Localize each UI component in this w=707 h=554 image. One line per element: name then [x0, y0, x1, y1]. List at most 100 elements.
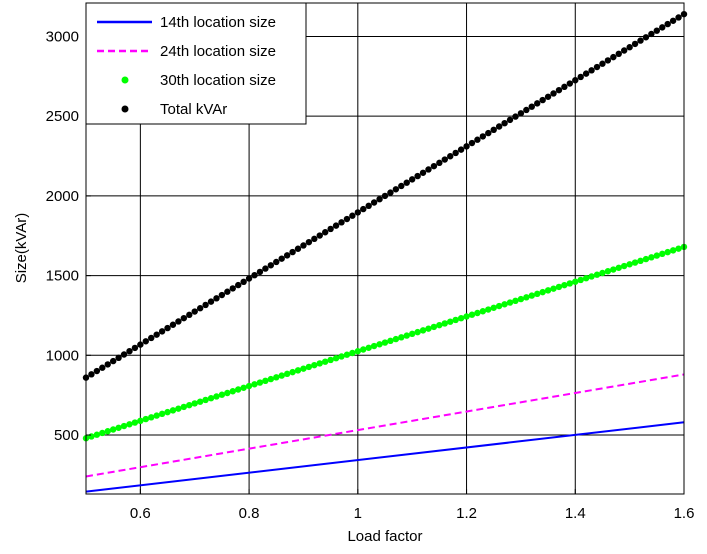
- data-point: [452, 316, 459, 324]
- data-point: [99, 429, 106, 437]
- data-point: [485, 129, 492, 137]
- data-point: [180, 403, 188, 411]
- data-point: [414, 328, 421, 336]
- x-tick-label: 0.6: [130, 505, 151, 522]
- y-axis-label: Size(kVAr): [13, 213, 30, 284]
- series-layer: [82, 10, 688, 493]
- data-point: [207, 395, 215, 402]
- y-tick-label: 2000: [46, 188, 79, 205]
- data-point: [631, 259, 639, 266]
- data-point: [120, 351, 128, 358]
- data-point: [615, 50, 622, 58]
- data-point: [88, 433, 95, 440]
- legend-dot-swatch: [121, 105, 129, 113]
- data-point: [637, 37, 644, 44]
- data-point: [322, 229, 329, 236]
- data-point: [365, 344, 372, 351]
- data-point: [365, 202, 372, 210]
- data-point: [109, 426, 117, 433]
- data-point: [256, 379, 264, 386]
- y-tick-label: 2500: [46, 108, 79, 125]
- data-point: [468, 311, 476, 318]
- legend-label: 24th location size: [160, 43, 276, 60]
- data-point: [305, 238, 313, 246]
- data-point: [218, 391, 226, 398]
- data-point: [88, 371, 95, 378]
- data-point: [245, 382, 253, 390]
- data-point: [544, 287, 552, 294]
- data-point: [419, 169, 427, 176]
- data-point: [354, 348, 362, 355]
- data-point: [387, 337, 394, 345]
- data-point: [322, 358, 329, 365]
- data-point: [186, 401, 193, 409]
- data-point: [93, 367, 101, 375]
- data-point: [311, 361, 318, 369]
- data-point: [669, 247, 677, 254]
- data-point: [289, 368, 296, 376]
- data-point: [267, 375, 275, 383]
- data-point: [327, 225, 334, 233]
- data-point: [392, 335, 400, 343]
- data-point: [273, 374, 280, 381]
- data-point: [675, 14, 682, 21]
- data-point: [648, 254, 655, 261]
- x-tick-label: 1: [354, 505, 362, 522]
- data-point: [642, 255, 650, 263]
- data-point: [381, 192, 389, 200]
- data-point: [115, 354, 122, 362]
- data-point: [251, 381, 258, 388]
- data-point: [164, 408, 171, 416]
- data-point: [360, 205, 367, 213]
- data-point: [186, 311, 193, 319]
- data-point: [360, 346, 367, 353]
- data-point: [501, 301, 508, 308]
- data-point: [327, 356, 334, 364]
- data-point: [99, 364, 106, 371]
- data-point: [452, 149, 459, 157]
- data-point: [588, 273, 595, 280]
- data-point: [447, 318, 454, 325]
- data-point: [332, 222, 340, 229]
- data-point: [235, 281, 242, 289]
- data-point: [447, 153, 454, 160]
- data-point: [240, 384, 247, 391]
- data-point: [610, 266, 617, 273]
- data-point: [131, 344, 139, 352]
- data-point: [370, 199, 378, 206]
- data-point: [311, 235, 318, 243]
- data-point: [501, 119, 508, 127]
- data-point: [235, 386, 242, 393]
- data-point: [191, 400, 198, 407]
- data-point: [300, 365, 307, 372]
- data-point: [495, 123, 503, 130]
- series-1: [85, 421, 685, 493]
- data-point: [523, 294, 530, 301]
- x-tick-label: 1.2: [456, 505, 477, 522]
- data-point: [158, 410, 166, 418]
- x-tick-label: 0.8: [239, 505, 260, 522]
- data-point: [332, 355, 340, 362]
- data-point: [338, 353, 345, 360]
- data-point: [664, 20, 671, 28]
- data-point: [669, 17, 677, 24]
- data-point: [169, 407, 177, 414]
- data-point: [555, 283, 563, 291]
- data-point: [512, 297, 519, 305]
- data-point: [262, 265, 269, 272]
- plot-frame: [85, 2, 685, 495]
- data-point: [436, 321, 443, 329]
- data-point: [566, 280, 574, 287]
- data-point: [615, 264, 622, 271]
- data-point: [593, 63, 601, 71]
- data-point: [414, 172, 421, 180]
- legend-dot-swatch: [121, 76, 129, 84]
- data-point: [436, 159, 443, 167]
- data-point: [653, 252, 661, 259]
- data-point: [376, 195, 383, 203]
- data-point: [582, 275, 590, 282]
- data-point: [506, 299, 514, 306]
- data-point: [408, 176, 416, 183]
- data-point: [408, 330, 416, 338]
- data-point: [528, 292, 535, 299]
